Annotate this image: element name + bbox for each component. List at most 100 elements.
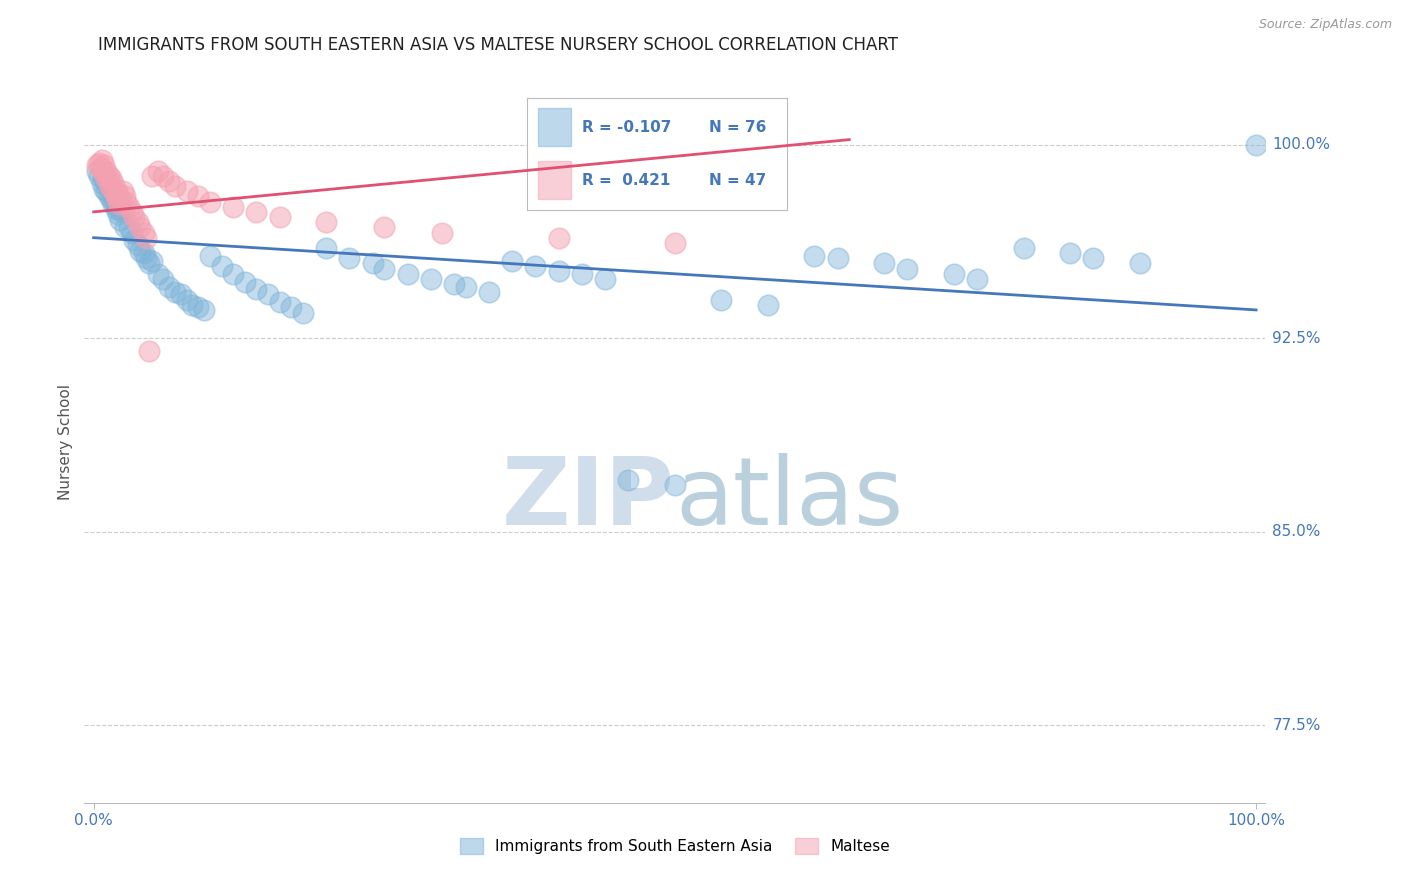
Point: [86, 163, 108, 178]
Point: [710, 293, 733, 307]
Point: [93, 181, 115, 195]
Point: [117, 220, 139, 235]
Point: [101, 186, 124, 201]
Point: [1129, 256, 1152, 270]
Text: atlas: atlas: [675, 453, 903, 545]
Point: [96, 184, 118, 198]
Point: [90, 153, 112, 168]
Text: Source: ZipAtlas.com: Source: ZipAtlas.com: [1258, 18, 1392, 31]
Point: [443, 277, 465, 292]
Point: [163, 285, 186, 299]
Point: [100, 171, 122, 186]
Point: [315, 215, 337, 229]
Point: [117, 200, 139, 214]
Point: [129, 220, 152, 235]
Point: [97, 179, 120, 194]
Point: [222, 267, 245, 281]
Point: [396, 267, 419, 281]
Point: [664, 478, 686, 492]
Point: [432, 226, 454, 240]
Point: [107, 207, 129, 221]
Point: [361, 256, 384, 270]
Point: [280, 301, 302, 315]
Point: [193, 302, 215, 317]
Point: [181, 298, 204, 312]
Point: [152, 272, 174, 286]
Point: [91, 171, 114, 186]
Point: [135, 230, 157, 244]
Point: [90, 161, 112, 175]
Point: [89, 156, 111, 170]
Point: [127, 238, 149, 252]
Point: [124, 233, 146, 247]
Point: [1244, 137, 1267, 152]
Text: 85.0%: 85.0%: [1272, 524, 1320, 540]
Point: [617, 473, 640, 487]
Point: [245, 282, 267, 296]
Point: [138, 344, 160, 359]
Point: [478, 285, 501, 299]
Text: 77.5%: 77.5%: [1272, 718, 1320, 733]
Point: [157, 174, 180, 188]
Point: [94, 174, 117, 188]
Point: [114, 189, 136, 203]
Point: [419, 272, 441, 286]
Point: [104, 202, 127, 217]
Point: [593, 272, 616, 286]
Point: [157, 279, 180, 293]
Point: [187, 301, 209, 315]
Point: [170, 287, 193, 301]
Y-axis label: Nursery School: Nursery School: [58, 384, 73, 500]
Point: [1083, 252, 1105, 266]
Point: [873, 256, 896, 270]
Point: [756, 298, 779, 312]
Point: [97, 174, 120, 188]
Point: [111, 184, 134, 198]
Point: [373, 261, 395, 276]
Point: [101, 181, 124, 195]
Point: [97, 169, 120, 183]
Point: [121, 205, 143, 219]
Point: [104, 181, 127, 195]
Point: [127, 215, 149, 229]
Point: [547, 230, 569, 244]
Point: [571, 267, 593, 281]
Point: [96, 163, 118, 178]
Point: [94, 169, 117, 183]
Point: [454, 279, 477, 293]
Point: [114, 220, 136, 235]
Point: [163, 179, 186, 194]
Point: [269, 210, 291, 224]
Point: [187, 189, 209, 203]
Legend: Immigrants from South Eastern Asia, Maltese: Immigrants from South Eastern Asia, Malt…: [454, 832, 896, 860]
Point: [896, 261, 918, 276]
Point: [315, 241, 337, 255]
Point: [111, 205, 134, 219]
Point: [132, 246, 155, 260]
Point: [105, 192, 128, 206]
Point: [115, 194, 138, 209]
Point: [141, 254, 163, 268]
Point: [103, 186, 125, 201]
Point: [129, 244, 152, 258]
Point: [110, 192, 132, 206]
Point: [524, 259, 547, 273]
Point: [233, 275, 256, 289]
Point: [198, 249, 221, 263]
Point: [97, 189, 120, 203]
Point: [98, 179, 121, 194]
Point: [108, 202, 131, 217]
Point: [211, 259, 233, 273]
Point: [245, 205, 267, 219]
Point: [93, 158, 115, 172]
Point: [100, 192, 122, 206]
Point: [103, 194, 125, 209]
Point: [269, 295, 291, 310]
Point: [135, 252, 157, 266]
Point: [89, 169, 111, 183]
Point: [146, 163, 169, 178]
Point: [152, 169, 174, 183]
Point: [339, 252, 361, 266]
Point: [547, 264, 569, 278]
Point: [501, 254, 523, 268]
